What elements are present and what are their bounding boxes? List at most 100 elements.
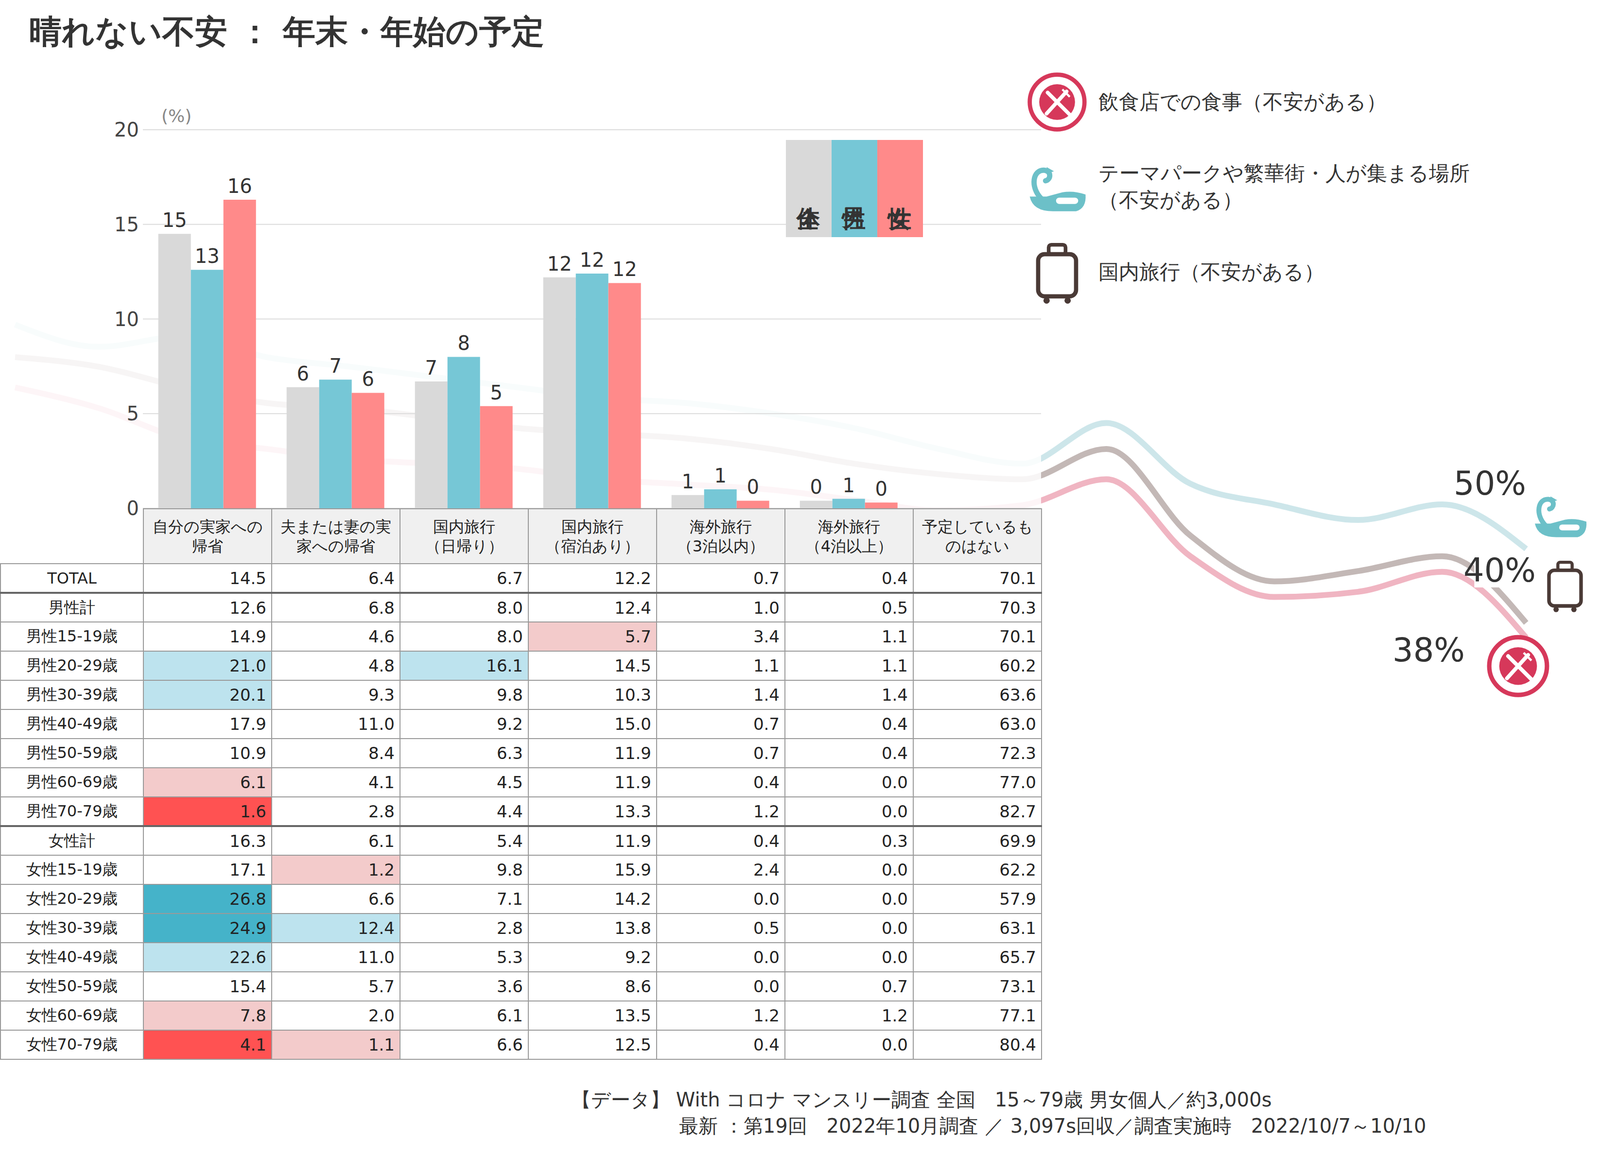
html-text:テーマパークや繁華街・人が集まる場所: テーマパークや繁華街・人が集まる場所 — [1098, 161, 1470, 186]
html-text:1.2: 1.2 — [753, 801, 780, 822]
html-text:3.4: 3.4 — [753, 626, 780, 647]
html-text:2.8: 2.8 — [368, 801, 395, 822]
html-text:0.0: 0.0 — [881, 947, 908, 968]
html-text:最新 ：第19回 2022年10月調査 ／ 3,097s回収: 最新 ：第19回 2022年10月調査 ／ 3,097s回収／調査実施時 202… — [678, 1114, 1427, 1138]
html-text:6.7: 6.7 — [496, 568, 523, 588]
html-text:8.4: 8.4 — [368, 743, 395, 764]
svg-text:15: 15 — [162, 208, 188, 232]
svg-text:0: 0 — [874, 477, 887, 501]
svg-text:12: 12 — [547, 252, 573, 276]
html-text:63.1: 63.1 — [999, 918, 1037, 939]
html-text:6.1: 6.1 — [240, 772, 267, 793]
html-text:8.6: 8.6 — [624, 976, 652, 997]
svg-text:5: 5 — [489, 381, 503, 404]
html-text:6.8: 6.8 — [368, 598, 395, 618]
html-text:予定しているものはない: 予定しているものはない — [921, 517, 1034, 556]
html-text:晴れない不安 ： 年末・年始の予定: 晴れない不安 ： 年末・年始の予定 — [29, 12, 545, 51]
html-text:65.7: 65.7 — [999, 947, 1037, 968]
html-text:12.4: 12.4 — [614, 598, 652, 618]
html-text:6.4: 6.4 — [368, 568, 395, 588]
html-text:0.4: 0.4 — [881, 568, 908, 588]
html-text:11.0: 11.0 — [357, 947, 395, 968]
html-text:（宿泊あり）: （宿泊あり） — [545, 536, 640, 556]
svg-text:50%: 50% — [1453, 464, 1527, 503]
html-text:10.9: 10.9 — [229, 743, 267, 764]
svg-text:13: 13 — [194, 244, 220, 268]
html-text:【データ】 With コロナ マンスリー調査 全国 15～7: 【データ】 With コロナ マンスリー調査 全国 15～79歳 男女個人／約3… — [571, 1088, 1272, 1112]
html-text:73.1: 73.1 — [999, 976, 1037, 997]
html-text:2.8: 2.8 — [496, 918, 523, 939]
svg-text:12: 12 — [612, 258, 638, 281]
html-text:（4泊以上）: （4泊以上） — [805, 536, 893, 556]
svg-text:8: 8 — [457, 331, 470, 355]
html-text:13.8: 13.8 — [614, 918, 652, 939]
svg-text:6: 6 — [296, 362, 309, 385]
html-text:14.5: 14.5 — [229, 568, 267, 588]
html-text:70.1: 70.1 — [999, 626, 1037, 647]
html-text:24.9: 24.9 — [229, 918, 267, 939]
svg-text:16: 16 — [227, 174, 253, 198]
html-text:0.0: 0.0 — [881, 918, 908, 939]
html-text:4.1: 4.1 — [368, 772, 395, 793]
html-text:12.2: 12.2 — [614, 568, 652, 588]
html-text:4.4: 4.4 — [496, 801, 523, 822]
html-text:4.5: 4.5 — [496, 772, 523, 793]
html-text:4.6: 4.6 — [368, 626, 395, 647]
html-text:飲食店での食事（不安がある）: 飲食店での食事（不安がある） — [1098, 89, 1387, 114]
html-text:0.4: 0.4 — [881, 743, 908, 764]
html-text:72.3: 72.3 — [999, 743, 1037, 764]
html-text:12.4: 12.4 — [357, 918, 395, 939]
html-text:0.0: 0.0 — [753, 947, 780, 968]
html-text:自分の実家への帰省: 自分の実家への帰省 — [152, 517, 263, 556]
html-text:13.3: 13.3 — [614, 801, 652, 822]
html-text:5.3: 5.3 — [496, 947, 523, 968]
svg-text:10: 10 — [114, 308, 140, 331]
html-text:（不安がある）: （不安がある） — [1098, 188, 1243, 212]
svg-text:1: 1 — [681, 470, 694, 493]
svg-text:38%: 38% — [1392, 631, 1465, 670]
html-text:0.0: 0.0 — [881, 772, 908, 793]
html-text:3.6: 3.6 — [496, 976, 523, 997]
html-text:9.2: 9.2 — [624, 947, 652, 968]
html-text:（日帰り）: （日帰り） — [425, 536, 504, 556]
html-text:8.0: 8.0 — [496, 626, 523, 647]
html-text:8.0: 8.0 — [496, 598, 523, 618]
html-text:0.0: 0.0 — [881, 801, 908, 822]
html-text:0.7: 0.7 — [881, 976, 908, 997]
html-text:22.6: 22.6 — [229, 947, 267, 968]
html-text:14.9: 14.9 — [229, 626, 267, 647]
html-text:11.9: 11.9 — [614, 772, 652, 793]
html-text:夫または妻の実家への帰省: 夫または妻の実家への帰省 — [280, 517, 392, 556]
html-text:0.0: 0.0 — [753, 976, 780, 997]
svg-text:12: 12 — [579, 248, 605, 272]
html-text:0.5: 0.5 — [753, 918, 780, 939]
html-text:6.3: 6.3 — [496, 743, 523, 764]
svg-text:15: 15 — [114, 213, 140, 236]
html-text:1.1: 1.1 — [881, 626, 908, 647]
html-text:1.6: 1.6 — [240, 801, 267, 822]
html-text:国内旅行（不安がある）: 国内旅行（不安がある） — [1098, 259, 1325, 284]
html-text:5.7: 5.7 — [368, 976, 395, 997]
svg-text:20: 20 — [114, 118, 140, 141]
html-text:11.9: 11.9 — [614, 743, 652, 764]
svg-text:1: 1 — [842, 474, 855, 497]
svg-text:6: 6 — [361, 367, 374, 391]
html-text:5.7: 5.7 — [624, 626, 652, 647]
html-text:82.7: 82.7 — [999, 801, 1037, 822]
svg-text:7: 7 — [424, 356, 437, 380]
svg-text:1: 1 — [713, 464, 727, 487]
html-text:77.0: 77.0 — [999, 772, 1037, 793]
html-text:70.1: 70.1 — [999, 568, 1037, 588]
html-text:0.7: 0.7 — [753, 743, 780, 764]
html-text:（3泊以内）: （3泊以内） — [676, 536, 765, 556]
svg-text:40%: 40% — [1463, 551, 1536, 590]
html-text:0.7: 0.7 — [753, 568, 780, 588]
html-text:12.6: 12.6 — [229, 598, 267, 618]
svg-text:0: 0 — [746, 475, 759, 499]
html-text:15.4: 15.4 — [229, 976, 267, 997]
html-text:0.4: 0.4 — [753, 772, 780, 793]
svg-text:5: 5 — [126, 402, 140, 425]
html-text:TOTAL: TOTAL — [47, 568, 97, 588]
svg-text:7: 7 — [329, 354, 342, 378]
svg-text:0: 0 — [809, 475, 822, 499]
